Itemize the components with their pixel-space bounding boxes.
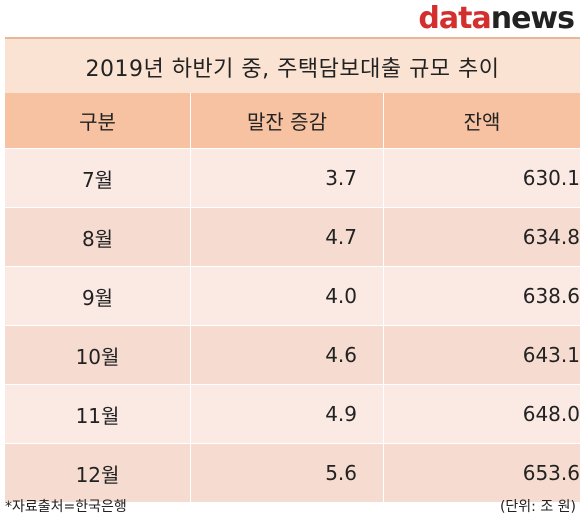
- row-month: 9월: [5, 267, 191, 325]
- row-change: 3.7: [191, 149, 384, 207]
- header-change: 말잔 증감: [191, 93, 384, 148]
- row-balance: 648.0: [522, 402, 580, 426]
- row-change: 4.9: [191, 385, 384, 443]
- logo-part-data: data: [418, 1, 491, 36]
- row-change: 5.6: [191, 444, 384, 502]
- datanews-logo: datanews: [418, 1, 575, 36]
- logo-part-news: news: [490, 1, 575, 36]
- table-row: 9월 4.0 638.6: [5, 267, 580, 326]
- row-change: 4.7: [191, 208, 384, 266]
- unit-note: (단위: 조 원): [499, 499, 576, 515]
- row-balance: 630.1: [522, 166, 580, 190]
- row-month: 7월: [5, 149, 191, 207]
- table-footer: *자료출처=한국은행 (단위: 조 원): [5, 494, 580, 518]
- header-category: 구분: [5, 93, 191, 148]
- table-row: 11월 4.9 648.0: [5, 385, 580, 444]
- row-month: 10월: [5, 326, 191, 384]
- table-row: 7월 3.7 630.1: [5, 149, 580, 208]
- table-title: 2019년 하반기 중, 주택담보대출 규모 추이: [5, 37, 580, 95]
- table-row: 8월 4.7 634.8: [5, 208, 580, 267]
- table-header-row: 구분 말잔 증감 잔액: [5, 93, 580, 149]
- table-row: 10월 4.6 643.1: [5, 326, 580, 385]
- row-month: 12월: [5, 444, 191, 502]
- mortgage-table: 구분 말잔 증감 잔액 7월 3.7 630.1 8월 4.7 634.8 9월…: [5, 93, 580, 503]
- row-month: 8월: [5, 208, 191, 266]
- row-balance: 634.8: [522, 225, 580, 249]
- row-change: 4.6: [191, 326, 384, 384]
- row-balance: 653.6: [522, 461, 580, 485]
- row-balance: 638.6: [522, 284, 580, 308]
- row-month: 11월: [5, 385, 191, 443]
- row-change: 4.0: [191, 267, 384, 325]
- table-row: 12월 5.6 653.6: [5, 444, 580, 503]
- header-balance: 잔액: [463, 110, 501, 134]
- source-note: *자료출처=한국은행: [5, 499, 127, 515]
- row-balance: 643.1: [522, 343, 580, 367]
